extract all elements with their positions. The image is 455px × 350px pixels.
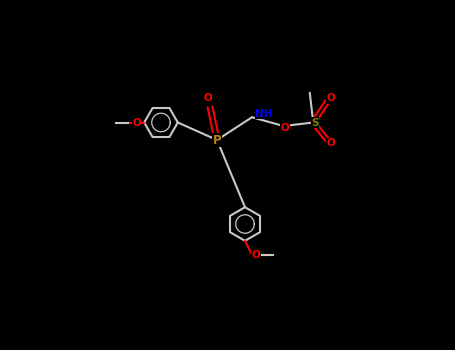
Text: S: S	[311, 118, 319, 127]
Text: NH: NH	[256, 109, 273, 119]
Text: O: O	[252, 250, 261, 260]
Text: O: O	[326, 139, 335, 148]
Text: O: O	[132, 118, 141, 127]
Text: O: O	[204, 93, 212, 103]
Text: O: O	[326, 93, 335, 103]
Text: O: O	[281, 123, 290, 133]
Text: P: P	[212, 133, 221, 147]
